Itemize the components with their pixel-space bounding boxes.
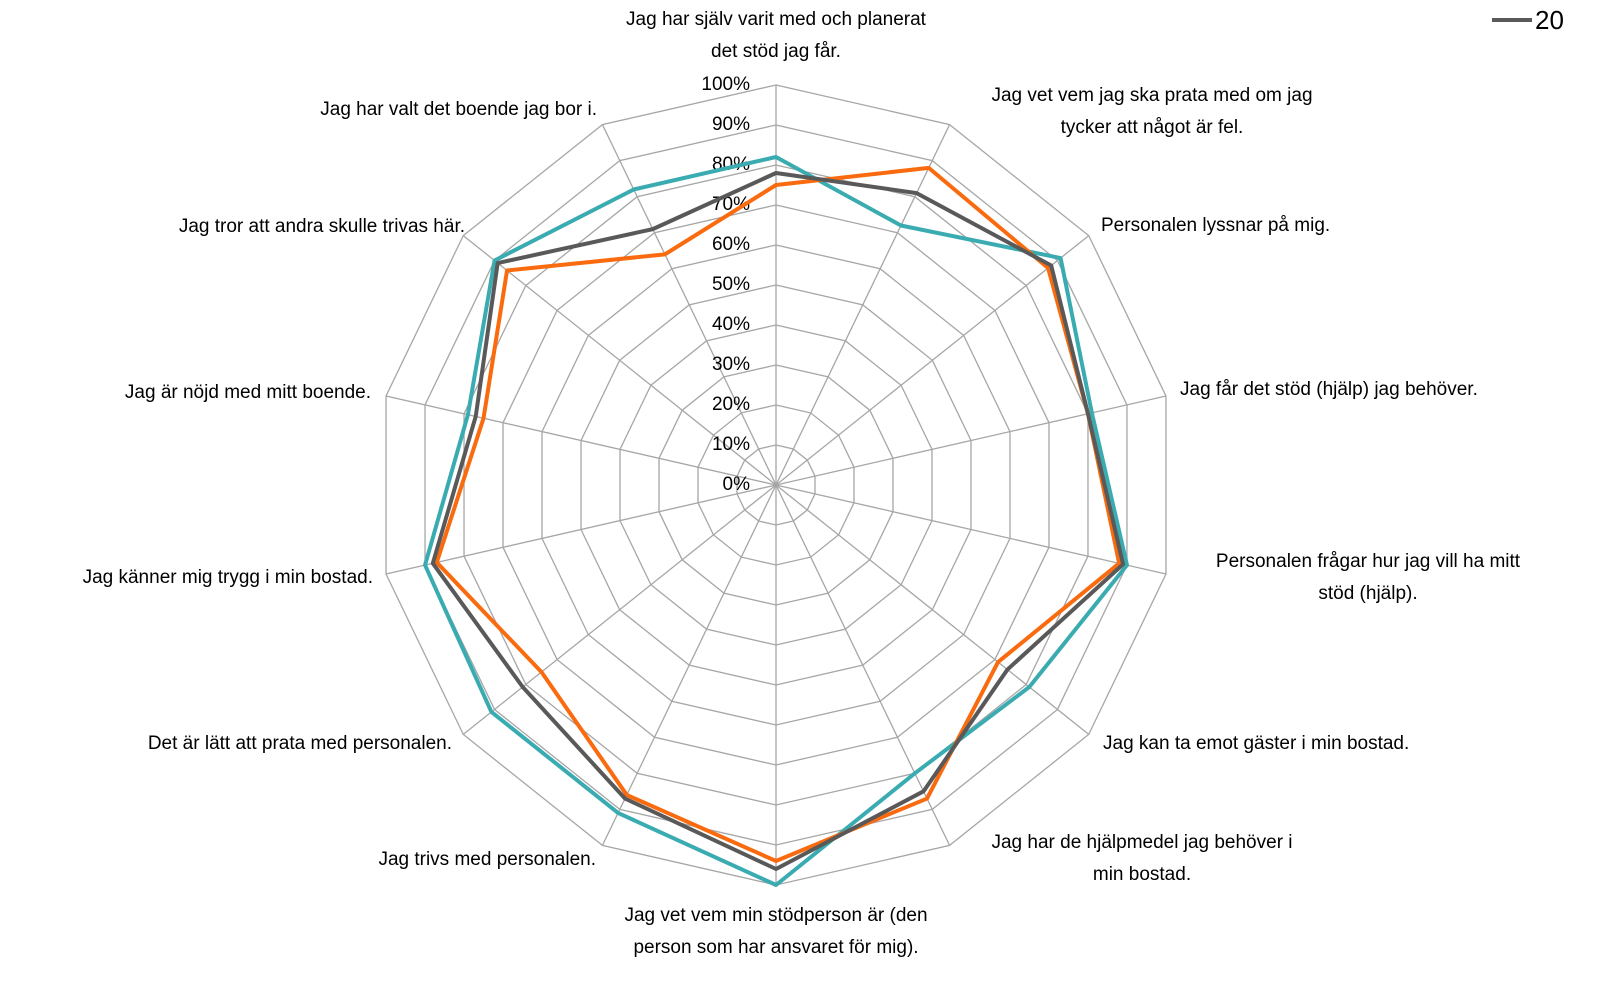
y-tick-label: 100% <box>701 74 750 95</box>
y-tick-label: 50% <box>712 274 750 295</box>
legend-label: 20 <box>1535 5 1564 35</box>
category-label: Jag har valt det boende jag bor i. <box>320 99 597 120</box>
axis-spoke <box>775 395 1167 486</box>
category-label: Jag känner mig trygg i min bostad. <box>83 567 373 588</box>
category-label: Det är lätt att prata med personalen. <box>148 733 452 754</box>
category-label: Personalen lyssnar på mig. <box>1101 215 1330 236</box>
category-label: Jag har själv varit med och planerat det … <box>626 9 927 62</box>
y-tick-label: 10% <box>712 434 750 455</box>
axis-spoke <box>601 484 777 846</box>
axis-spoke <box>775 484 951 846</box>
y-tick-label: 30% <box>712 354 750 375</box>
series-line <box>434 165 1122 863</box>
axis-spoke <box>385 484 777 575</box>
axis-spoke <box>775 484 1090 735</box>
category-label: Personalen frågar hur jag vill ha mitt st… <box>1216 551 1521 604</box>
axis-spoke <box>775 484 1167 575</box>
y-tick-label: 20% <box>712 394 750 415</box>
axis-spoke <box>775 235 1090 486</box>
y-tick-label: 0% <box>723 474 751 495</box>
y-tick-label: 90% <box>712 114 750 135</box>
axis-spoke <box>462 235 777 486</box>
series-line <box>430 171 1126 871</box>
category-label: Jag får det stöd (hjälp) jag behöver. <box>1180 379 1478 400</box>
y-tick-label: 40% <box>712 314 750 335</box>
category-label: Jag vet vem min stödperson är (den person… <box>624 905 927 958</box>
category-label: Jag har de hjälpmedel jag behöver i min b… <box>991 832 1292 885</box>
axis-spoke <box>385 395 777 486</box>
y-tick-label: 60% <box>712 234 750 255</box>
category-label: Jag vet vem jag ska prata med om jag tyck… <box>991 85 1312 138</box>
category-label: Jag tror att andra skulle trivas här. <box>179 216 465 237</box>
axis-spoke <box>462 484 777 735</box>
category-label: Jag är nöjd med mitt boende. <box>125 382 371 403</box>
axis-spoke <box>775 124 951 486</box>
category-label: Jag kan ta emot gäster i min bostad. <box>1103 733 1409 754</box>
axis-spoke <box>601 124 777 486</box>
category-label: Jag trivs med personalen. <box>378 849 596 870</box>
series-line <box>423 155 1129 887</box>
